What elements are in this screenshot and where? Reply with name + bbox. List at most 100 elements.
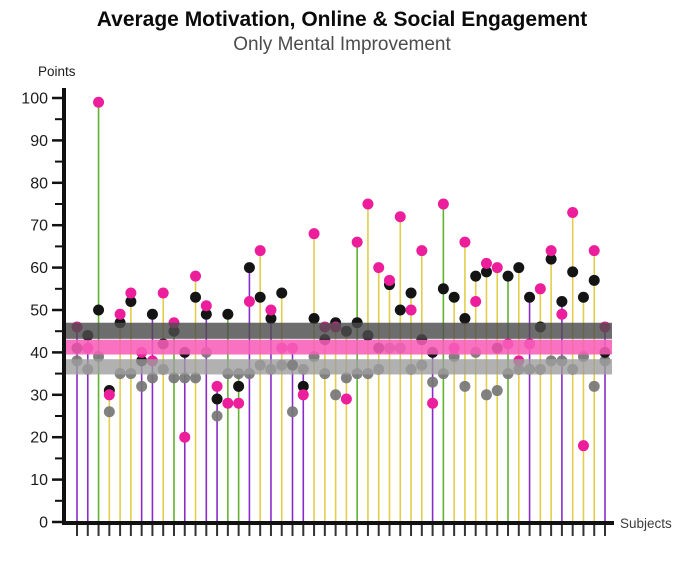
- magenta-data-point: [577, 440, 589, 452]
- y-minor-tick: [55, 499, 62, 502]
- x-subject-tick: [442, 525, 445, 536]
- x-subject-tick: [129, 525, 132, 536]
- magenta-data-point: [470, 296, 482, 308]
- y-tick-label: 90: [30, 133, 48, 150]
- upper-mean-band: [66, 322, 612, 339]
- x-subject-tick: [259, 525, 262, 536]
- chart-title: Average Motivation, Online & Social Enga…: [96, 8, 588, 31]
- x-subject-tick: [366, 525, 369, 536]
- magenta-data-point: [265, 304, 277, 316]
- x-subject-tick: [334, 525, 337, 536]
- x-axis-line: [62, 521, 614, 525]
- x-subject-tick: [453, 525, 456, 536]
- black-data-point: [567, 266, 579, 278]
- x-subject-tick: [528, 525, 531, 536]
- black-data-point: [524, 291, 536, 303]
- magenta-data-point: [588, 245, 600, 257]
- x-subject-tick: [571, 525, 574, 536]
- x-subject-tick: [410, 525, 413, 536]
- magenta-data-point: [545, 245, 557, 257]
- x-subject-tick: [377, 525, 380, 536]
- magenta-data-point: [427, 397, 439, 409]
- y-tick-label: 0: [39, 515, 48, 532]
- magenta-data-point: [459, 236, 471, 248]
- x-subject-tick: [162, 525, 165, 536]
- y-major-tick: [52, 308, 62, 312]
- gray-data-point: [179, 372, 191, 384]
- black-data-point: [93, 304, 105, 316]
- x-subject-tick: [550, 525, 553, 536]
- gray-data-point: [588, 380, 600, 392]
- y-major-tick: [52, 478, 62, 481]
- magenta-data-point: [114, 308, 126, 320]
- x-subject-tick: [517, 525, 520, 536]
- y-tick-label: 60: [30, 260, 48, 277]
- magenta-data-point: [125, 287, 137, 299]
- y-major-tick: [52, 96, 62, 100]
- chart-subtitle: Only Mental Improvement: [233, 34, 451, 55]
- black-data-point: [125, 296, 137, 308]
- x-subject-tick: [593, 525, 596, 536]
- y-minor-tick: [55, 118, 62, 121]
- y-major-tick: [52, 139, 62, 142]
- x-subject-tick: [194, 525, 197, 536]
- black-data-point: [297, 380, 309, 392]
- magenta-data-point: [567, 206, 579, 218]
- black-data-point: [254, 291, 266, 303]
- y-major-tick: [52, 223, 62, 227]
- x-subject-tick: [172, 525, 175, 536]
- x-subject-tick: [323, 525, 326, 536]
- gray-data-point: [168, 372, 180, 384]
- magenta-data-point: [416, 245, 428, 257]
- magenta-data-point: [373, 262, 385, 274]
- x-subject-tick: [560, 525, 563, 536]
- y-tick-label: 10: [30, 472, 48, 489]
- black-data-point: [437, 283, 449, 295]
- mean-bands: [66, 322, 612, 375]
- magenta-data-point: [405, 304, 417, 316]
- y-minor-tick: [55, 160, 62, 163]
- x-subject-tick: [151, 525, 154, 536]
- x-subject-tick: [226, 525, 229, 536]
- black-data-point: [459, 312, 471, 324]
- gray-data-point: [459, 380, 471, 392]
- gray-data-point: [103, 406, 115, 418]
- gray-data-point: [491, 385, 503, 397]
- y-tick-label: 100: [21, 91, 48, 108]
- y-tick-label: 40: [30, 345, 48, 362]
- magenta-data-point: [556, 308, 568, 320]
- black-data-point: [405, 287, 417, 299]
- x-subject-tick: [539, 525, 542, 536]
- y-minor-tick: [55, 245, 62, 248]
- black-data-point: [577, 291, 589, 303]
- magenta-data-point: [437, 198, 449, 210]
- magenta-data-point: [534, 283, 546, 295]
- y-major-tick: [52, 435, 62, 439]
- x-subject-tick: [399, 525, 402, 536]
- y-minor-tick: [55, 372, 62, 375]
- lower-mean-band: [66, 359, 612, 375]
- y-major-tick: [52, 181, 62, 185]
- black-data-point: [243, 262, 255, 274]
- x-subject-tick: [108, 525, 111, 536]
- gray-data-point: [190, 372, 202, 384]
- magenta-data-point: [480, 257, 492, 269]
- magenta-data-point: [211, 380, 223, 392]
- gray-data-point: [330, 389, 342, 401]
- x-subject-tick: [604, 525, 606, 536]
- black-data-point: [545, 253, 557, 265]
- magenta-data-point: [179, 431, 191, 443]
- x-subject-tick: [205, 525, 208, 536]
- black-data-point: [308, 312, 320, 324]
- magenta-data-point: [103, 389, 115, 401]
- x-subject-tick: [507, 525, 510, 536]
- x-subject-tick: [216, 525, 219, 536]
- y-minor-tick: [55, 203, 62, 205]
- x-subject-tick: [313, 525, 316, 536]
- black-data-point: [211, 393, 223, 405]
- black-data-point: [588, 274, 600, 286]
- gray-data-point: [211, 410, 223, 422]
- x-subject-tick: [582, 525, 585, 536]
